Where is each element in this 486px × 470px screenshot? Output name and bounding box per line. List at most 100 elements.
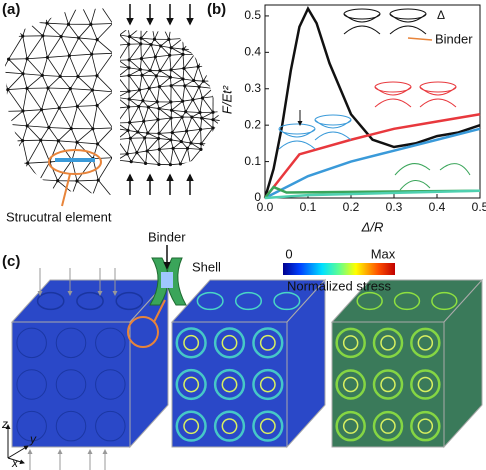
mesh-node bbox=[141, 99, 145, 103]
mesh-edge bbox=[140, 43, 142, 59]
mesh-edge bbox=[202, 97, 214, 113]
mesh-edge bbox=[120, 67, 130, 78]
mesh-edge bbox=[223, 127, 227, 142]
mesh-edge bbox=[212, 150, 215, 160]
mesh-node bbox=[159, 44, 163, 48]
mesh-edge bbox=[197, 55, 205, 67]
mesh-node bbox=[198, 127, 203, 131]
mesh-edge bbox=[129, 36, 142, 39]
mesh-edge bbox=[129, 36, 142, 45]
mesh-edge bbox=[70, 106, 78, 129]
shell-label: Shell bbox=[192, 259, 221, 274]
stress-ring bbox=[372, 410, 404, 442]
mesh-node bbox=[136, 130, 140, 134]
mesh-edge bbox=[92, 128, 98, 145]
mesh-edge bbox=[182, 99, 193, 102]
mesh-edge bbox=[21, 177, 29, 193]
inset-shell bbox=[374, 98, 412, 108]
mesh-edge bbox=[156, 86, 160, 102]
x-tick-label: 0.1 bbox=[300, 200, 317, 214]
mesh-edge bbox=[204, 30, 212, 36]
colorbar-min: 0 bbox=[285, 246, 292, 261]
mesh-node bbox=[158, 69, 162, 73]
mesh-edge bbox=[26, 35, 44, 59]
mesh-node bbox=[127, 97, 131, 101]
mesh-edge bbox=[5, 163, 8, 177]
mesh-node bbox=[178, 162, 183, 166]
mesh-node bbox=[149, 42, 153, 47]
mesh-edge bbox=[120, 43, 129, 46]
mesh-edge bbox=[92, 180, 99, 195]
mesh-node bbox=[157, 85, 161, 89]
mesh-node bbox=[59, 34, 63, 39]
mesh-node bbox=[157, 106, 161, 111]
mesh-edge bbox=[47, 55, 70, 58]
mesh-edge bbox=[199, 97, 203, 113]
mesh-edge bbox=[59, 55, 70, 77]
stress-ring bbox=[221, 376, 238, 393]
caption: Strucutral element bbox=[6, 209, 112, 224]
panel-label: (a) bbox=[2, 1, 20, 18]
inset-shell bbox=[343, 13, 381, 23]
mesh-node bbox=[142, 119, 146, 123]
mesh-edge bbox=[96, 105, 112, 129]
mesh-edge bbox=[147, 119, 159, 134]
stress-ring bbox=[183, 418, 200, 435]
inset-shell bbox=[314, 131, 352, 141]
mesh-edge bbox=[136, 137, 146, 153]
mesh-node bbox=[199, 147, 203, 151]
mesh-edge bbox=[200, 129, 202, 144]
mesh-node bbox=[185, 129, 189, 133]
mesh-node bbox=[192, 78, 196, 83]
mesh-edge bbox=[5, 71, 24, 75]
mesh-edge bbox=[171, 100, 183, 111]
mesh-node bbox=[127, 35, 132, 39]
mesh-edge bbox=[41, 107, 60, 111]
mesh-edge bbox=[139, 87, 150, 91]
mesh-edge bbox=[79, 8, 92, 25]
mesh-node bbox=[68, 87, 72, 91]
mesh-edge bbox=[223, 142, 228, 152]
cube-front bbox=[171, 321, 288, 448]
mesh-node bbox=[69, 126, 73, 131]
binder-label: Binder bbox=[148, 229, 186, 244]
mesh-edge bbox=[204, 35, 212, 50]
mesh-node bbox=[152, 37, 157, 41]
mesh-edge bbox=[70, 128, 78, 143]
mesh-edge bbox=[144, 137, 148, 152]
mesh-node bbox=[180, 115, 184, 119]
mesh-edge bbox=[61, 8, 69, 25]
mesh-edge bbox=[6, 177, 23, 195]
mesh-edge bbox=[26, 75, 43, 89]
mesh-edge bbox=[42, 35, 62, 37]
mesh-edge bbox=[170, 67, 185, 71]
mesh-node bbox=[169, 84, 173, 88]
mesh-node bbox=[167, 37, 171, 41]
mesh-edge bbox=[170, 76, 184, 80]
mesh-node bbox=[21, 138, 25, 143]
mesh-edge bbox=[21, 177, 40, 181]
mesh-node bbox=[127, 66, 131, 70]
mesh-edge bbox=[154, 30, 162, 40]
mesh-edge bbox=[186, 130, 192, 144]
mesh-edge bbox=[126, 138, 131, 154]
mesh-node bbox=[75, 104, 79, 109]
mesh-edge bbox=[158, 117, 172, 134]
mesh-edge bbox=[7, 123, 28, 127]
mesh-nodes bbox=[6, 21, 215, 183]
mesh-edge bbox=[92, 143, 98, 159]
mesh-edge bbox=[90, 24, 98, 40]
mesh-edge bbox=[128, 67, 141, 70]
mesh-edge bbox=[182, 30, 196, 38]
mesh-node bbox=[197, 85, 201, 89]
inset-shell bbox=[419, 98, 457, 108]
mesh-node bbox=[75, 179, 79, 183]
mesh-edge bbox=[129, 120, 144, 123]
mesh-edge bbox=[96, 75, 112, 93]
mesh-node bbox=[146, 105, 150, 109]
mesh-edge bbox=[47, 57, 61, 77]
mesh-node bbox=[143, 161, 148, 165]
mesh-edge bbox=[5, 35, 23, 38]
mesh-edge bbox=[58, 107, 72, 129]
data-line bbox=[264, 185, 481, 199]
